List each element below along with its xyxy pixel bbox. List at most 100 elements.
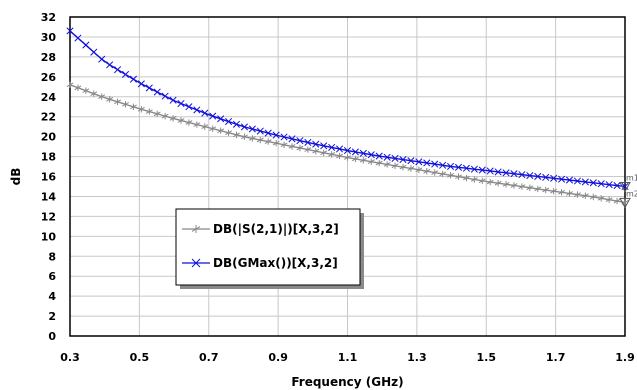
series-point-marker (328, 151, 336, 158)
legend-label: DB(|S(2,1)|)[X,3,2] (213, 222, 339, 236)
series-point-marker (423, 168, 431, 175)
series-point-marker (90, 90, 98, 97)
series-point-marker (359, 149, 367, 157)
series-point-marker (470, 165, 478, 173)
legend-box (175, 208, 361, 286)
series-1: m2 (66, 81, 637, 209)
y-tick-label: 24 (41, 91, 57, 104)
x-tick-label: 1.1 (338, 351, 358, 364)
y-tick-label: 14 (41, 190, 57, 203)
series-point-marker (566, 190, 573, 197)
series-point-marker (510, 182, 518, 189)
series-point-marker (217, 115, 225, 123)
series-point-marker (613, 197, 621, 205)
series-point-marker (462, 174, 470, 182)
series-point-marker (367, 158, 375, 165)
x-tick-label: 0.5 (130, 351, 150, 364)
series-point-marker (320, 149, 328, 156)
series-point-marker (232, 120, 241, 128)
series-point-marker (526, 171, 534, 180)
series-point-marker (225, 129, 233, 136)
series-point-marker (153, 88, 161, 96)
series-point-marker (320, 142, 328, 150)
series-point-marker (447, 172, 455, 179)
series-point-marker (439, 170, 447, 178)
series-point-marker (336, 145, 344, 153)
plot-frame (69, 16, 626, 337)
series-point-marker (191, 258, 201, 268)
series-point-marker (185, 103, 193, 111)
series-point-marker (573, 191, 581, 198)
series-point-marker (66, 81, 74, 88)
series-point-marker (114, 66, 122, 74)
series-point-marker (74, 34, 82, 42)
y-tick-label: 8 (48, 250, 56, 263)
series-point-marker (82, 41, 90, 49)
series-point-marker (478, 177, 486, 185)
series-point-marker (344, 154, 351, 161)
series-point-marker (447, 162, 455, 170)
series-point-marker (558, 189, 566, 196)
y-tick-label: 6 (48, 270, 56, 283)
series-point-marker (375, 152, 383, 160)
series-point-marker (383, 153, 391, 161)
series-point-marker (248, 135, 256, 142)
x-tick-label: 1.5 (477, 351, 497, 364)
series-point-marker (423, 159, 431, 167)
end-marker-label: m1 (626, 173, 637, 182)
series-point-marker (502, 181, 510, 188)
series-point-marker (542, 173, 550, 181)
series-point-marker (454, 163, 463, 171)
series-point-marker (122, 101, 129, 108)
series-point-marker (272, 140, 280, 147)
series-point-marker (193, 121, 201, 128)
y-tick-label: 20 (41, 131, 57, 144)
series-point-marker (391, 154, 399, 162)
series-point-marker (121, 70, 130, 78)
series-point-marker (518, 183, 526, 190)
end-marker-triangle (619, 197, 631, 209)
end-marker-triangle (619, 181, 631, 193)
series-point-marker (328, 143, 336, 151)
series-point-marker (129, 75, 137, 83)
series-point-marker (565, 176, 574, 184)
y-tick-label: 2 (48, 310, 56, 323)
series-point-marker (98, 55, 106, 63)
series-point-marker (264, 129, 272, 137)
x-tick-label: 1.9 (615, 351, 635, 364)
series-point-marker (407, 157, 415, 165)
series-point-marker (82, 87, 90, 94)
series-point-marker (90, 48, 98, 56)
series-point-marker (375, 159, 383, 167)
x-tick-label: 0.3 (60, 351, 80, 364)
series-point-marker (486, 178, 494, 186)
x-tick-label: 1.7 (546, 351, 566, 364)
series-point-marker (312, 147, 320, 155)
series-point-marker (573, 177, 581, 185)
series-point-marker (256, 136, 264, 144)
legend: DB(|S(2,1)|)[X,3,2] DB(GMax())[X,3,2] (175, 208, 364, 289)
x-tick-label: 0.7 (199, 351, 219, 364)
series-point-marker (280, 141, 288, 148)
series-point-marker (415, 158, 423, 166)
series-point-marker (613, 182, 621, 190)
series-point-marker (106, 61, 114, 69)
series-point-marker (217, 127, 225, 134)
series-point-marker (185, 119, 193, 126)
y-tick-label: 30 (41, 31, 57, 44)
series-point-marker (336, 152, 344, 160)
series-point-marker (225, 117, 233, 126)
series-point-marker (304, 146, 312, 153)
series-point-marker (367, 151, 375, 159)
series-point-marker (351, 148, 359, 156)
series-point-marker (486, 167, 494, 175)
series-point-marker (272, 131, 280, 139)
series-point-marker (597, 195, 605, 202)
series-point-marker (542, 186, 550, 194)
series-point-marker (383, 161, 391, 168)
series-point-marker (431, 160, 439, 168)
series-point-marker (304, 138, 312, 147)
y-tick-label: 18 (41, 151, 56, 164)
series-point-marker (407, 165, 415, 172)
